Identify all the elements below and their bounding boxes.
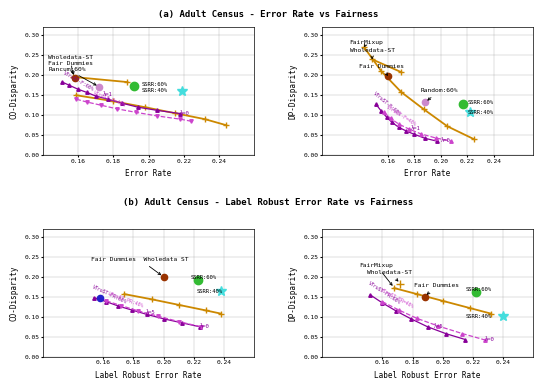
Text: Wholedata-ST: Wholedata-ST xyxy=(349,48,394,59)
Text: SSRR:60%: SSRR:60% xyxy=(467,100,493,105)
Text: Rancum:60%: Rancum:60% xyxy=(48,67,96,85)
Text: λ=5: λ=5 xyxy=(434,324,443,328)
X-axis label: Label Robust Error Rate: Label Robust Error Rate xyxy=(375,371,481,380)
Text: λ=1: λ=1 xyxy=(103,93,113,98)
Text: SSRR:40%: SSRR:40% xyxy=(197,289,223,294)
Text: λ=0: λ=0 xyxy=(441,138,451,143)
Text: FairMixup: FairMixup xyxy=(360,263,393,285)
Text: λ=5: λ=5 xyxy=(146,310,155,315)
X-axis label: Label Robust Error Rate: Label Robust Error Rate xyxy=(95,371,202,380)
Text: λ=1: λ=1 xyxy=(411,126,420,131)
Text: Fair Dummies: Fair Dummies xyxy=(359,64,404,75)
Text: SSRR:40%: SSRR:40% xyxy=(465,314,492,319)
Text: λ=0: λ=0 xyxy=(200,324,210,329)
X-axis label: Error Rate: Error Rate xyxy=(125,169,172,178)
X-axis label: Error Rate: Error Rate xyxy=(405,169,451,178)
Text: VTruST-F=40%: VTruST-F=40% xyxy=(385,104,417,127)
Text: Random:60%: Random:60% xyxy=(421,88,458,100)
Y-axis label: CO-Disparity: CO-Disparity xyxy=(10,265,19,321)
Text: FairMixup: FairMixup xyxy=(349,40,383,47)
Text: (a) Adult Census - Error Rate vs Fairness: (a) Adult Census - Error Rate vs Fairnes… xyxy=(158,10,378,19)
Text: VTruST-FR=40%: VTruST-FR=40% xyxy=(379,288,415,310)
Text: λ=0: λ=0 xyxy=(485,337,495,342)
Text: (b) Adult Census - Label Robust Error Rate vs Fairness: (b) Adult Census - Label Robust Error Ra… xyxy=(123,198,413,207)
Text: SSRR:40%: SSRR:40% xyxy=(467,110,493,114)
Text: Fair Dummies: Fair Dummies xyxy=(48,61,93,74)
Text: Wholedata-ST: Wholedata-ST xyxy=(367,270,412,281)
Y-axis label: DP-Disparity: DP-Disparity xyxy=(289,265,298,321)
Text: VTruST-FR:60%: VTruST-FR:60% xyxy=(91,285,127,305)
Text: VTruST-F:60%: VTruST-F:60% xyxy=(372,91,402,117)
Text: Fair Dummies  Wholedata ST: Fair Dummies Wholedata ST xyxy=(91,257,189,275)
Text: VTruST-PR:40%: VTruST-PR:40% xyxy=(108,291,145,309)
Text: SSRR:40%: SSRR:40% xyxy=(142,89,168,93)
Text: Wholedata-ST: Wholedata-ST xyxy=(48,55,93,73)
Text: λ=0: λ=0 xyxy=(180,111,190,116)
Y-axis label: DP-Disparity: DP-Disparity xyxy=(289,64,298,119)
Y-axis label: CO-Disparity: CO-Disparity xyxy=(10,64,19,119)
Text: Fair Dummies: Fair Dummies xyxy=(414,283,459,294)
Text: SSRR:60%: SSRR:60% xyxy=(142,82,168,87)
Text: VTruST-FR:60%: VTruST-FR:60% xyxy=(367,281,401,305)
Text: VTruST-F:60%: VTruST-F:60% xyxy=(62,71,95,92)
Text: VTruST-P=40%: VTruST-P=40% xyxy=(92,90,126,107)
Text: SSRR:60%: SSRR:60% xyxy=(191,275,217,280)
Text: SSRR:60%: SSRR:60% xyxy=(465,287,492,292)
